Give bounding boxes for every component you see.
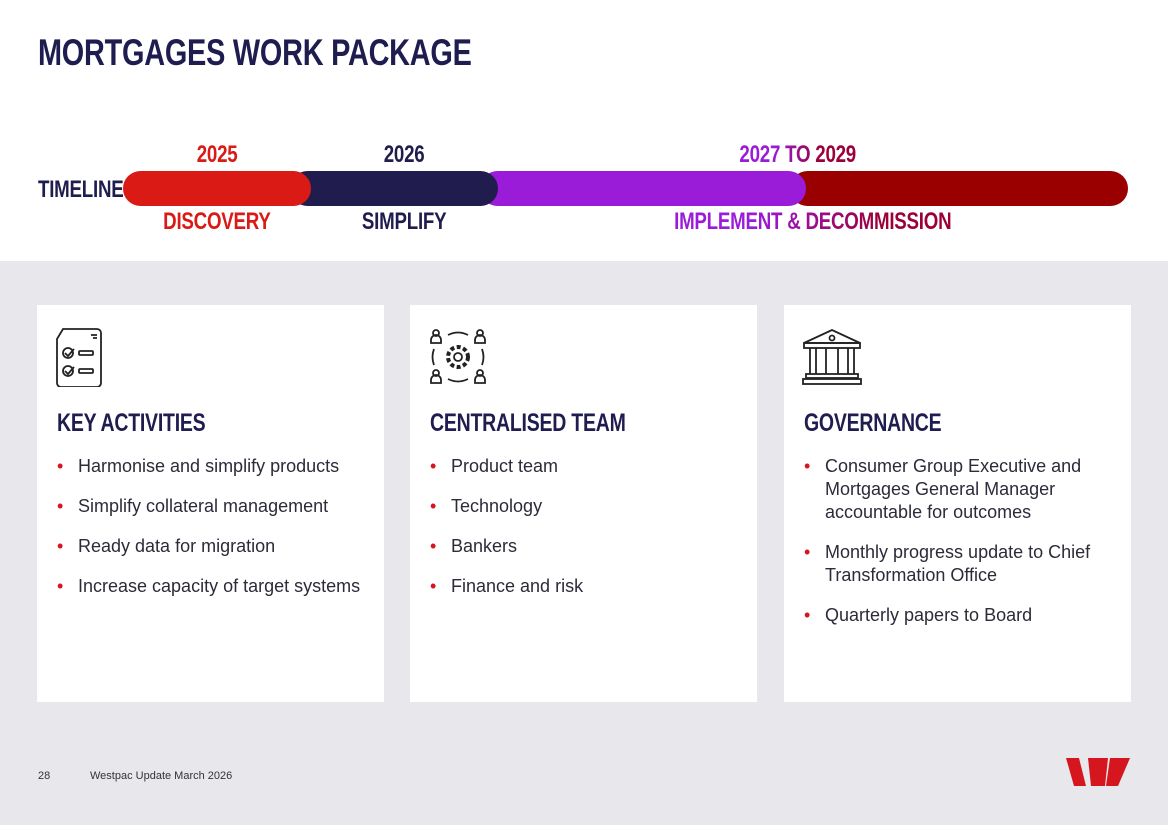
list-item: Monthly progress update to Chief Transfo…	[804, 541, 1113, 587]
phase-name-discovery: DISCOVERY	[163, 208, 271, 235]
timeline-segment-discovery	[123, 171, 311, 206]
list-item: Consumer Group Executive and Mortgages G…	[804, 455, 1113, 524]
card-key-activities: KEY ACTIVITIES Harmonise and simplify pr…	[37, 305, 384, 702]
card-title: GOVERNANCE	[804, 409, 942, 437]
timeline-label: TIMELINE	[38, 176, 124, 203]
westpac-logo	[1066, 758, 1130, 786]
phase-year-2025: 2025	[196, 141, 238, 168]
header-section	[0, 0, 1168, 261]
phase-year-2027-2029: 2027 TO 2029	[739, 141, 857, 168]
card-title: KEY ACTIVITIES	[57, 409, 206, 437]
list-item: Finance and risk	[430, 575, 739, 598]
bank-building-icon	[802, 329, 862, 385]
footer-text: Westpac Update March 2026	[90, 770, 233, 782]
title-text: MORTGAGES WORK PACKAGE	[38, 32, 472, 73]
page-number: 28	[38, 770, 51, 782]
list-item: Increase capacity of target systems	[57, 575, 366, 598]
list-item: Quarterly papers to Board	[804, 604, 1113, 627]
checklist-icon	[56, 328, 102, 387]
list-item: Technology	[430, 495, 739, 518]
phase-name-simplify: SIMPLIFY	[361, 208, 447, 235]
phase-year-2026: 2026	[383, 141, 425, 168]
list-item: Simplify collateral management	[57, 495, 366, 518]
list-item: Bankers	[430, 535, 739, 558]
list-item: Product team	[430, 455, 739, 478]
timeline-segment-simplify	[290, 171, 498, 206]
list-item: Harmonise and simplify products	[57, 455, 366, 478]
card-centralised-team: CENTRALISED TEAM Product team Technology…	[410, 305, 757, 702]
timeline-segment-implement	[480, 171, 806, 206]
timeline-segment-implement-late	[790, 171, 1128, 206]
phase-name-implement: IMPLEMENT & DECOMMISSION	[674, 208, 952, 235]
card-governance: GOVERNANCE Consumer Group Executive and …	[784, 305, 1131, 702]
card-title: CENTRALISED TEAM	[430, 409, 626, 437]
team-gear-icon	[430, 329, 486, 384]
list-item: Ready data for migration	[57, 535, 366, 558]
page-title: MORTGAGES WORK PACKAGE	[38, 32, 594, 74]
